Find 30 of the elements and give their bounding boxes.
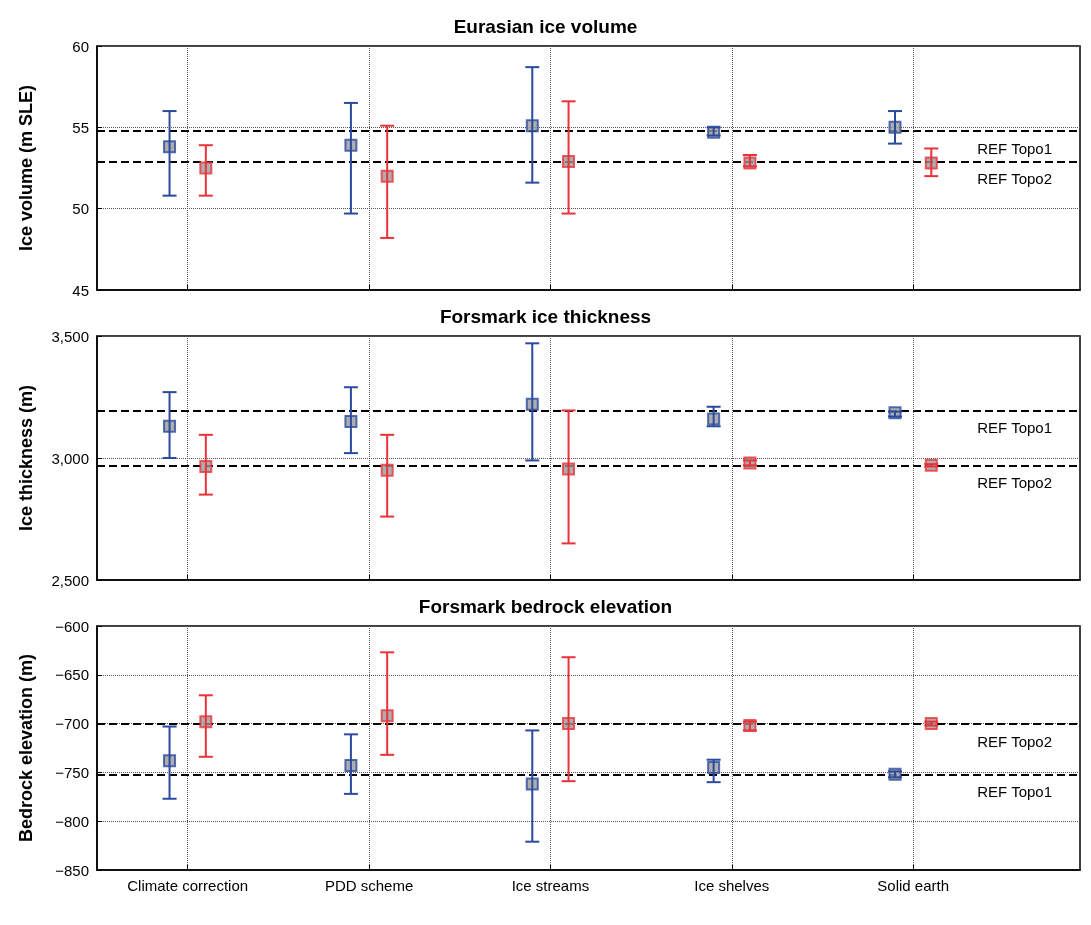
y-tick-label: 60: [72, 37, 89, 55]
y-axis-title: Ice volume (m SLE): [16, 84, 36, 252]
y-tick-label: 55: [72, 118, 89, 136]
ref-line-label: REF Topo2: [977, 474, 1052, 492]
y-tick-label: 3,500: [51, 327, 89, 345]
chart-title: Eurasian ice volume: [453, 16, 638, 37]
y-axis-title: Bedrock elevation (m): [16, 653, 36, 843]
ref-line-label: REF Topo2: [977, 732, 1052, 750]
x-tick-label: Solid earth: [877, 877, 949, 894]
ref-line-label: REF Topo1: [977, 139, 1052, 157]
y-tick-label: −850: [55, 861, 89, 879]
x-tick-label: PDD scheme: [324, 877, 414, 894]
y-tick-label: −800: [55, 812, 89, 830]
y-tick-label: −650: [55, 666, 89, 684]
y-tick-label: −700: [55, 715, 89, 733]
y-tick-label: 3,000: [51, 449, 89, 467]
y-tick-label: 50: [72, 200, 89, 218]
x-tick-label: Ice streams: [511, 877, 590, 894]
y-tick-label: 45: [72, 281, 89, 299]
chart-title: Forsmark bedrock elevation: [418, 596, 673, 617]
x-tick-label: Ice shelves: [694, 877, 770, 894]
y-tick-label: −750: [55, 763, 89, 781]
y-tick-label: 2,500: [51, 571, 89, 589]
y-tick-label: −600: [55, 617, 89, 635]
y-axis-title: Ice thickness (m): [16, 384, 36, 532]
x-tick-label: Climate correction: [127, 877, 249, 894]
ref-line-label: REF Topo1: [977, 419, 1052, 437]
ref-line-label: REF Topo1: [977, 783, 1052, 801]
ref-line-label: REF Topo2: [977, 170, 1052, 188]
chart-title: Forsmark ice thickness: [439, 306, 652, 327]
